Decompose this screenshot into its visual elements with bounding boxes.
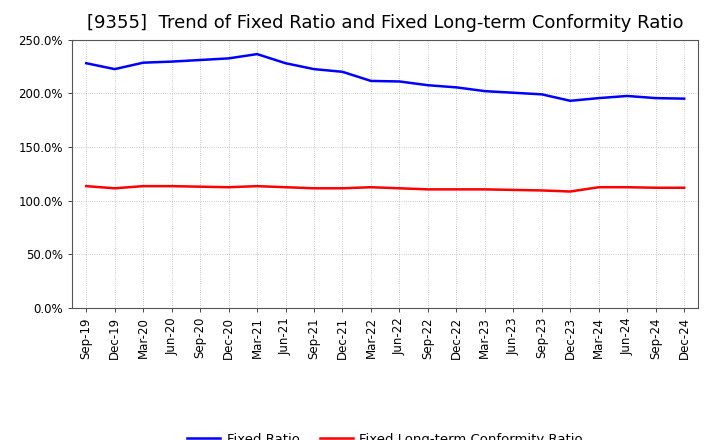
- Fixed Long-term Conformity Ratio: [595, 185, 603, 190]
- Fixed Ratio: [509, 90, 518, 95]
- Fixed Long-term Conformity Ratio: [167, 183, 176, 189]
- Fixed Long-term Conformity Ratio: [139, 183, 148, 189]
- Fixed Ratio: [167, 59, 176, 64]
- Fixed Ratio: [253, 51, 261, 57]
- Fixed Ratio: [338, 69, 347, 74]
- Fixed Long-term Conformity Ratio: [452, 187, 461, 192]
- Fixed Long-term Conformity Ratio: [366, 185, 375, 190]
- Fixed Ratio: [480, 88, 489, 94]
- Fixed Long-term Conformity Ratio: [566, 189, 575, 194]
- Fixed Long-term Conformity Ratio: [282, 185, 290, 190]
- Fixed Long-term Conformity Ratio: [537, 188, 546, 193]
- Fixed Long-term Conformity Ratio: [225, 185, 233, 190]
- Line: Fixed Ratio: Fixed Ratio: [86, 54, 684, 101]
- Title: [9355]  Trend of Fixed Ratio and Fixed Long-term Conformity Ratio: [9355] Trend of Fixed Ratio and Fixed Lo…: [87, 15, 683, 33]
- Fixed Long-term Conformity Ratio: [509, 187, 518, 193]
- Fixed Ratio: [310, 66, 318, 72]
- Fixed Ratio: [537, 92, 546, 97]
- Line: Fixed Long-term Conformity Ratio: Fixed Long-term Conformity Ratio: [86, 186, 684, 191]
- Fixed Ratio: [623, 93, 631, 99]
- Fixed Ratio: [225, 56, 233, 61]
- Legend: Fixed Ratio, Fixed Long-term Conformity Ratio: Fixed Ratio, Fixed Long-term Conformity …: [182, 427, 588, 440]
- Fixed Long-term Conformity Ratio: [652, 185, 660, 191]
- Fixed Ratio: [680, 96, 688, 101]
- Fixed Ratio: [196, 57, 204, 62]
- Fixed Ratio: [366, 78, 375, 84]
- Fixed Long-term Conformity Ratio: [395, 186, 404, 191]
- Fixed Ratio: [423, 83, 432, 88]
- Fixed Long-term Conformity Ratio: [253, 183, 261, 189]
- Fixed Long-term Conformity Ratio: [196, 184, 204, 189]
- Fixed Ratio: [82, 61, 91, 66]
- Fixed Ratio: [110, 66, 119, 72]
- Fixed Ratio: [595, 95, 603, 101]
- Fixed Long-term Conformity Ratio: [680, 185, 688, 191]
- Fixed Ratio: [395, 79, 404, 84]
- Fixed Ratio: [282, 61, 290, 66]
- Fixed Long-term Conformity Ratio: [338, 186, 347, 191]
- Fixed Long-term Conformity Ratio: [423, 187, 432, 192]
- Fixed Long-term Conformity Ratio: [82, 183, 91, 189]
- Fixed Long-term Conformity Ratio: [480, 187, 489, 192]
- Fixed Long-term Conformity Ratio: [623, 185, 631, 190]
- Fixed Long-term Conformity Ratio: [110, 186, 119, 191]
- Fixed Ratio: [652, 95, 660, 101]
- Fixed Long-term Conformity Ratio: [310, 186, 318, 191]
- Fixed Ratio: [139, 60, 148, 65]
- Fixed Ratio: [452, 85, 461, 90]
- Fixed Ratio: [566, 98, 575, 103]
